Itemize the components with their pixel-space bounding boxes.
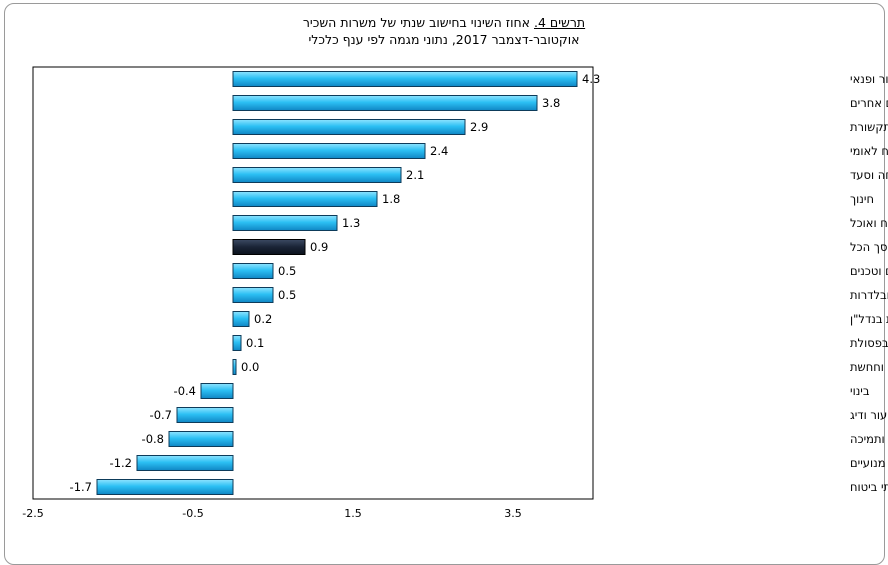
bar-value-label: 1.3 [342, 216, 360, 230]
category-label: שירותי ניהול ותמיכה [850, 432, 888, 446]
chart-title: תרשים 4. אחוז השינוי בחישוב שנתי של משרו… [0, 14, 888, 31]
plot-area [32, 66, 594, 500]
bar-value-label: -0.4 [174, 384, 196, 398]
category-label: שירותי תחבורה, אחסנה, דואר ובלדרות [850, 288, 888, 302]
bar [232, 335, 242, 351]
bar-value-label: 0.0 [241, 360, 259, 374]
bar [232, 359, 237, 375]
bar-value-label: -0.8 [142, 432, 164, 446]
category-label: חקלאות, ייעור ודיג [850, 408, 888, 422]
bar-value-label: 3.8 [542, 96, 560, 110]
bar-value-label: 2.9 [470, 120, 488, 134]
bar-value-label: 4.3 [582, 72, 600, 86]
bar [232, 311, 250, 327]
bar-value-label: 0.1 [246, 336, 264, 350]
chart-title-prefix: תרשים 4. [533, 15, 586, 30]
x-tick-label: -2.5 [22, 507, 43, 520]
category-label: שירותי אירוח ואוכל [850, 216, 888, 230]
bar [232, 167, 402, 183]
bar [200, 383, 234, 399]
bar-value-label: 0.2 [254, 312, 272, 326]
bar [232, 71, 578, 87]
category-label: אספקת חשמל ומים, שירותי ביוב וטיהור וטיפ… [850, 336, 888, 350]
bar-value-label: -1.2 [110, 456, 132, 470]
x-tick-label: 3.5 [504, 507, 522, 520]
bar [136, 455, 234, 471]
x-tick-label: 1.5 [344, 507, 362, 520]
category-label: סך הכל [850, 240, 887, 254]
bar [168, 431, 234, 447]
bar [232, 215, 338, 231]
category-label: חינוך [850, 192, 874, 206]
bar [232, 191, 378, 207]
bar-chart: 4.3 אמנות, בידור ופנאי 3.8 שירותים אחרים 2.9… [22, 66, 888, 520]
bar-value-label: 2.4 [430, 144, 448, 158]
chart-title-block: תרשים 4. אחוז השינוי בחישוב שנתי של משרו… [0, 14, 888, 48]
chart-title-text: אחוז השינוי בחישוב שנתי של משרות השכיר [302, 15, 530, 30]
bar [232, 239, 306, 255]
category-label: מסחר סיטוני וקמעוני ותיקון כלי רכב מנועי… [850, 456, 888, 470]
category-label: שירותי בריאות, רווחה וסעד [850, 168, 888, 182]
bar-value-label: -1.7 [70, 480, 92, 494]
category-label: שירותים פיננסיים ושירותי ביטוח [850, 480, 888, 494]
x-tick-label: -0.5 [182, 507, 203, 520]
bar [232, 263, 274, 279]
category-label: שירותים מקצועיים, מדעיים וטכנים [850, 264, 888, 278]
bar-value-label: 0.5 [278, 264, 296, 278]
bar [232, 119, 466, 135]
bar [176, 407, 234, 423]
bar-value-label: 0.9 [310, 240, 328, 254]
bar-value-label: -0.7 [150, 408, 172, 422]
category-label: אמנות, בידור ופנאי [850, 72, 888, 86]
category-label: מינהל מקומי, ציבורי וביטחון וביטוח לאומי [850, 144, 888, 158]
category-label: תעשייה וחחשת [850, 360, 888, 374]
category-label: מידע ותקשורת [850, 120, 888, 134]
category-label: פעילויות בנדל"ן [850, 312, 888, 326]
category-label: שירותים אחרים [850, 96, 888, 110]
bar [96, 479, 234, 495]
bar [232, 95, 538, 111]
bar-value-label: 0.5 [278, 288, 296, 302]
category-label: בינוי [850, 384, 870, 398]
bar [232, 143, 426, 159]
chart-subtitle: אוקטובר-דצמבר 2017, נתוני מגמה לפי ענף כ… [308, 32, 580, 47]
bar-value-label: 1.8 [382, 192, 400, 206]
bar-value-label: 2.1 [406, 168, 424, 182]
bar [232, 287, 274, 303]
